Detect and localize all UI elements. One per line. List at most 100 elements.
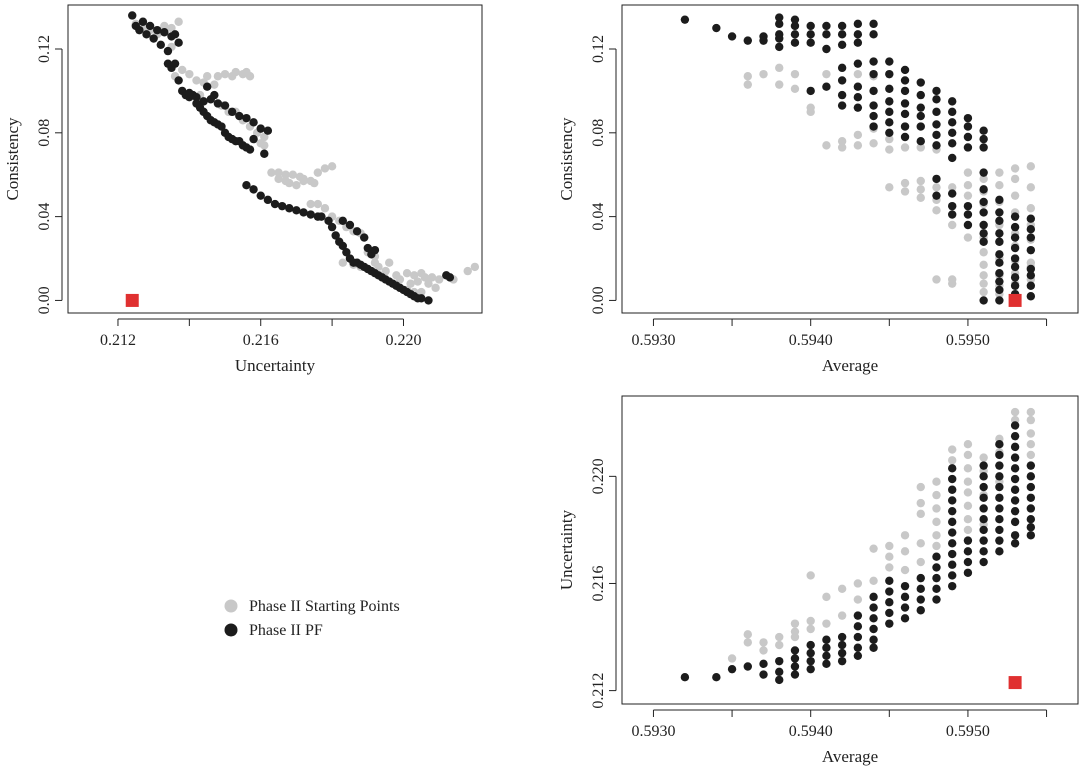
starting-point (916, 509, 925, 519)
starting-point (213, 72, 223, 81)
pf-point (932, 120, 941, 129)
pf-point (1026, 264, 1036, 274)
pf-point (837, 90, 847, 100)
x-tick-label: 0.212 (100, 332, 136, 349)
starting-point (174, 17, 183, 26)
pf-point (680, 15, 690, 24)
pf-point (900, 122, 910, 131)
pf-point (263, 195, 273, 205)
pf-point (822, 635, 831, 644)
y-tick-label: 0.00 (590, 286, 607, 314)
pf-point (1010, 464, 1020, 473)
pf-point (775, 656, 784, 666)
starting-point (759, 69, 768, 79)
starting-point (806, 107, 815, 117)
starting-point (979, 174, 988, 184)
starting-point (963, 180, 973, 190)
starting-point (775, 640, 784, 650)
pf-point (213, 99, 223, 108)
pf-point (242, 180, 251, 190)
pf-point (995, 536, 1004, 545)
starting-point (292, 180, 301, 190)
starting-point (916, 176, 925, 186)
pf-point (869, 603, 878, 612)
starting-point (431, 283, 440, 293)
pf-point (963, 568, 973, 577)
pf-point (242, 113, 251, 123)
pf-point (979, 525, 988, 535)
pf-point (995, 296, 1004, 305)
pf-point (853, 632, 863, 642)
starting-point (837, 136, 847, 146)
starting-point (932, 541, 941, 551)
starting-point (743, 80, 752, 89)
pf-point (822, 21, 831, 31)
starting-point (463, 266, 472, 276)
pf-point (292, 206, 301, 215)
pf-point (885, 57, 894, 66)
pf-point (263, 126, 273, 135)
x-tick-label: 0.5930 (631, 332, 675, 349)
pf-point (153, 25, 162, 35)
starting-point (267, 168, 276, 177)
starting-point (885, 145, 894, 154)
pf-point (853, 82, 863, 91)
x-tick-label: 0.220 (385, 332, 421, 349)
pf-point (995, 195, 1004, 205)
x-tick-label: 0.5930 (631, 723, 675, 740)
pf-point (995, 216, 1004, 226)
pf-point (249, 185, 258, 194)
pf-point (1010, 233, 1020, 242)
starting-point (1026, 450, 1036, 460)
pf-point (790, 670, 800, 679)
starting-point (932, 517, 941, 527)
starting-point (1010, 174, 1020, 184)
pf-point (963, 201, 973, 211)
starting-point (313, 168, 323, 177)
pf-point (1026, 233, 1036, 242)
starting-point (434, 275, 444, 284)
pf-point (1010, 222, 1020, 232)
pf-point (995, 472, 1004, 481)
starting-point (260, 132, 269, 142)
starting-point (210, 80, 219, 89)
starting-point (313, 199, 323, 209)
pf-point (1010, 496, 1020, 505)
pf-point (916, 103, 925, 112)
pf-point (869, 122, 878, 131)
pf-point (995, 237, 1004, 246)
pf-point (979, 168, 988, 177)
pf-point (806, 640, 815, 650)
starting-point (790, 69, 800, 79)
pf-point (932, 584, 941, 594)
pf-point (417, 294, 426, 303)
starting-point (963, 477, 973, 486)
starting-point (916, 539, 925, 548)
starting-point (963, 488, 973, 497)
pf-point (145, 21, 155, 31)
starting-point (281, 170, 290, 179)
pf-point (806, 656, 815, 666)
y-axis-title: Consistency (3, 117, 22, 201)
pf-point (995, 258, 1004, 267)
pf-point (979, 504, 988, 513)
pf-point (963, 210, 973, 219)
pf-point (837, 648, 847, 658)
starting-point (963, 501, 973, 511)
y-tick-label: 0.212 (590, 673, 607, 709)
pf-point (948, 97, 957, 106)
pf-point (869, 635, 878, 644)
pf-point (979, 296, 988, 305)
starting-point (790, 627, 800, 636)
starting-point (178, 65, 187, 75)
starting-point (160, 21, 169, 31)
pf-point (900, 86, 910, 96)
pf-point (1026, 245, 1036, 255)
starting-point (320, 164, 330, 173)
pf-point (963, 536, 973, 545)
starting-point (424, 279, 433, 288)
pf-point (853, 103, 863, 112)
starting-point (743, 630, 752, 639)
x-tick-label: 0.5950 (946, 332, 990, 349)
pf-point (1026, 281, 1036, 290)
